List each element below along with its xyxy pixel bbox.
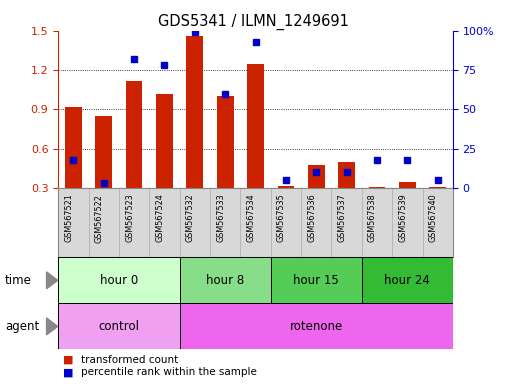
Text: hour 15: hour 15 [293,274,338,287]
Text: GSM567535: GSM567535 [276,194,285,242]
Text: hour 8: hour 8 [206,274,244,287]
Text: GDS5341 / ILMN_1249691: GDS5341 / ILMN_1249691 [157,13,348,30]
Text: ■: ■ [63,355,74,365]
Bar [307,165,324,188]
Text: GSM567533: GSM567533 [216,194,225,242]
Text: time: time [5,274,32,287]
Text: ■: ■ [63,367,74,377]
Bar [186,36,203,188]
Text: transformed count: transformed count [81,355,178,365]
Bar [270,257,361,303]
Bar [65,107,82,188]
Bar [337,162,355,188]
Text: agent: agent [5,320,39,333]
Bar [217,96,233,188]
Text: GSM567534: GSM567534 [246,194,255,242]
Text: hour 0: hour 0 [99,274,138,287]
Bar [179,303,452,349]
Bar [126,81,142,188]
Bar [58,257,179,303]
Text: GSM567522: GSM567522 [94,194,104,243]
Bar [368,187,385,188]
Bar [429,187,445,188]
Bar [361,257,452,303]
Bar [58,303,179,349]
Text: GSM567536: GSM567536 [307,194,316,242]
Bar [179,257,270,303]
Bar [247,63,264,188]
Text: percentile rank within the sample: percentile rank within the sample [81,367,257,377]
Text: GSM567540: GSM567540 [428,194,437,242]
Bar [156,94,173,188]
Bar [277,185,294,188]
Text: rotenone: rotenone [289,320,342,333]
Text: GSM567532: GSM567532 [185,194,194,242]
Bar [398,182,415,188]
Text: GSM567524: GSM567524 [155,194,164,242]
Text: GSM567521: GSM567521 [64,194,73,242]
Text: GSM567523: GSM567523 [125,194,134,242]
Bar [95,116,112,188]
Text: GSM567538: GSM567538 [367,194,376,242]
Text: hour 24: hour 24 [384,274,429,287]
Text: control: control [98,320,139,333]
Text: GSM567537: GSM567537 [337,194,346,242]
Text: GSM567539: GSM567539 [397,194,407,242]
